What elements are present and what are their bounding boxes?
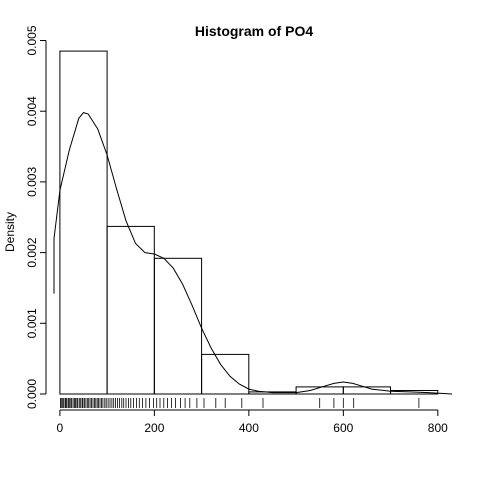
density-curve xyxy=(53,112,453,395)
y-axis: 0.000 0.001 0.002 0.003 0.004 0.005 xyxy=(25,25,47,409)
y-tick-label-5: 0.005 xyxy=(25,25,39,55)
y-tick-label-4: 0.004 xyxy=(25,96,39,126)
y-tick-label-3: 0.003 xyxy=(25,167,39,197)
x-tick-label-0: 0 xyxy=(57,421,64,435)
histogram-bar-1 xyxy=(106,225,155,395)
y-axis-label: Density xyxy=(3,212,17,252)
y-tick-label-2: 0.002 xyxy=(25,237,39,267)
x-axis: 0 200 400 600 800 xyxy=(57,409,448,435)
y-tick-label-0: 0.000 xyxy=(25,379,39,409)
histogram-bars xyxy=(59,50,439,395)
histogram-bar-3 xyxy=(201,353,250,395)
histogram-bar-7 xyxy=(390,390,439,395)
x-tick-label-2: 400 xyxy=(239,421,259,435)
rug-marks xyxy=(60,398,420,408)
x-tick-label-3: 600 xyxy=(333,421,353,435)
x-tick-label-1: 200 xyxy=(144,421,164,435)
y-tick-label-1: 0.001 xyxy=(25,308,39,338)
chart-title: Histogram of PO4 xyxy=(195,23,313,39)
x-tick-label-4: 800 xyxy=(428,421,448,435)
histogram-bar-2 xyxy=(153,257,203,395)
histogram-bar-0 xyxy=(59,50,108,395)
